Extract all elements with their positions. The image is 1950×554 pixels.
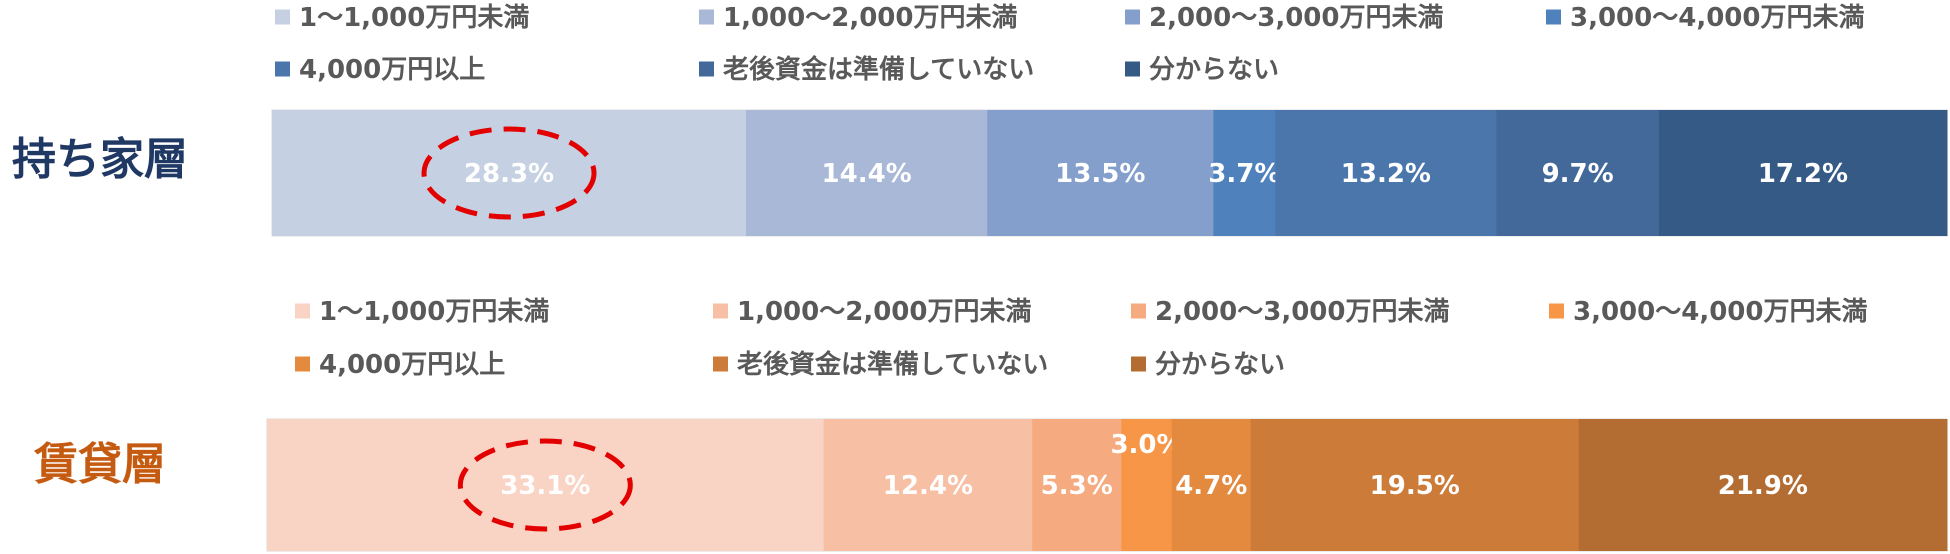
legend-label: 1～1,000万円未満 (299, 3, 529, 33)
legend-label: 老後資金は準備していない (723, 54, 1034, 85)
bar-segment (1213, 110, 1276, 236)
legend-swatch (275, 9, 290, 25)
legend-swatch (295, 356, 310, 372)
legend-swatch (699, 61, 714, 77)
data-label: 21.9% (1718, 471, 1808, 501)
chart-panel-1: 1～1,000万円未満 1,000～2,000万円未満 2,000～3,000万円未… (33, 297, 1948, 552)
legend-label: 分からない (1149, 55, 1279, 85)
bar-segment (1121, 419, 1173, 551)
legend-label: 3,000～4,000万円未満 (1570, 3, 1864, 33)
row-label: 賃貸層 (33, 439, 166, 490)
legend-swatch (1131, 303, 1146, 319)
data-label: 9.7% (1542, 159, 1614, 189)
bar-segment (1032, 419, 1122, 551)
legend-label: 3,000～4,000万円未満 (1573, 297, 1867, 327)
legend-swatch (275, 61, 290, 77)
highlight-ellipse (457, 438, 633, 532)
legend-swatch (1549, 303, 1564, 319)
legend-label: 2,000～3,000万円未満 (1149, 3, 1443, 33)
legend-swatch (713, 303, 728, 319)
legend-label: 1～1,000万円未満 (319, 297, 549, 327)
legend-label: 1,000～2,000万円未満 (723, 3, 1017, 33)
data-label: 17.2% (1758, 159, 1848, 189)
data-label: 3.0% (1110, 430, 1182, 460)
bar-segment (1171, 419, 1252, 551)
data-label: 3.7% (1208, 159, 1280, 189)
bar-segment (1658, 110, 1948, 236)
bar-segment (987, 110, 1214, 236)
bar-segment (1496, 110, 1660, 236)
legend-swatch (699, 9, 714, 25)
chart-panel-0: 1～1,000万円未満 1,000～2,000万円未満 2,000～3,000万円未… (12, 3, 1948, 237)
data-label: 14.4% (822, 159, 912, 189)
data-label: 13.5% (1055, 159, 1145, 189)
data-label: 28.3% (464, 159, 554, 189)
legend-swatch (713, 356, 728, 372)
bar-segment (823, 419, 1033, 551)
legend-swatch (295, 303, 310, 319)
highlight-ellipse (421, 126, 597, 220)
data-label: 5.3% (1041, 471, 1113, 501)
row-label: 持ち家層 (12, 134, 188, 185)
data-label: 4.7% (1175, 471, 1247, 501)
legend-swatch (1131, 356, 1146, 372)
bar-segment (1250, 419, 1580, 551)
legend-label: 1,000～2,000万円未満 (737, 297, 1031, 327)
legend-swatch (1125, 9, 1140, 25)
legend-label: 2,000～3,000万円未満 (1155, 297, 1449, 327)
bar-segment (1578, 419, 1948, 551)
data-label: 12.4% (883, 471, 973, 501)
bar-segment (746, 110, 988, 236)
legend-label: 老後資金は準備していない (737, 349, 1048, 380)
legend-label: 4,000万円以上 (319, 350, 505, 380)
legend-label: 4,000万円以上 (299, 55, 485, 85)
legend-swatch (1546, 9, 1561, 25)
data-label: 13.2% (1341, 159, 1431, 189)
legend-label: 分からない (1155, 350, 1285, 380)
legend-swatch (1125, 61, 1140, 77)
bar-segment (1275, 110, 1497, 236)
data-label: 19.5% (1370, 471, 1460, 501)
data-label: 33.1% (500, 471, 590, 501)
